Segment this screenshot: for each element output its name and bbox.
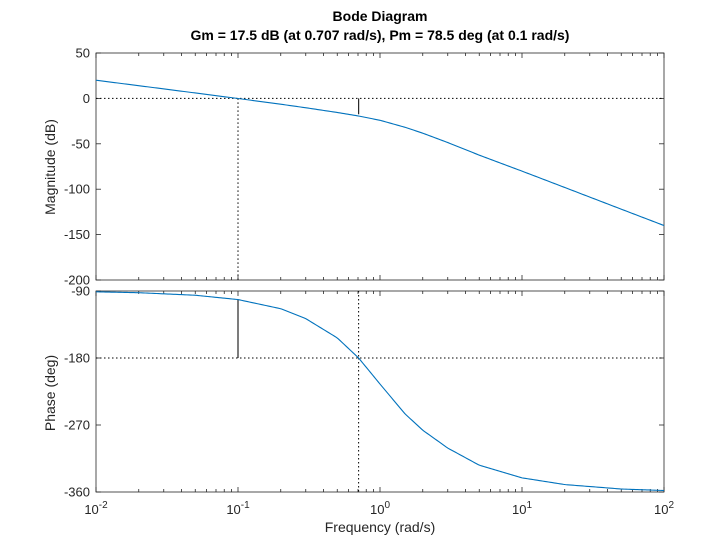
phase-y-axis-label: Phase (deg) — [42, 355, 58, 431]
x-tick-label: 100 — [370, 500, 390, 517]
magnitude-y-tick-label: -150 — [64, 227, 90, 242]
magnitude-axes-box — [95, 52, 665, 281]
magnitude-y-tick-label: 50 — [76, 46, 90, 61]
x-tick-label-exponent: -1 — [241, 500, 250, 511]
x-tick-label-base: 10 — [226, 502, 240, 517]
phase-series-line — [95, 291, 665, 492]
magnitude-series-line — [95, 79, 665, 227]
phase-y-tick-label: -270 — [64, 418, 90, 433]
phase-y-tick-label: -360 — [64, 485, 90, 500]
x-tick-label-exponent: 1 — [526, 500, 532, 511]
x-tick-label: 10-2 — [84, 500, 108, 517]
x-tick-label: 10-1 — [226, 500, 250, 517]
chart-title: Bode Diagram — [333, 8, 428, 24]
x-tick-label-exponent: -2 — [99, 500, 108, 511]
x-axis-label: Frequency (rad/s) — [325, 519, 435, 535]
phase-y-tick-label: -180 — [64, 351, 90, 366]
phase-axes-box — [95, 290, 665, 493]
magnitude-y-tick-label: -100 — [64, 182, 90, 197]
x-tick-label-base: 10 — [84, 502, 98, 517]
x-tick-label-exponent: 2 — [668, 500, 674, 511]
magnitude-panel: 50 0 -50 -100 -150 -200 — [64, 46, 665, 288]
x-tick-label: 102 — [654, 500, 674, 517]
magnitude-y-tick-label: -50 — [71, 136, 90, 151]
magnitude-y-tick-label: -200 — [64, 273, 90, 288]
x-tick-label-base: 10 — [512, 502, 526, 517]
x-tick-label-base: 10 — [654, 502, 668, 517]
x-tick-label: 101 — [512, 500, 532, 517]
magnitude-y-axis-label: Magnitude (dB) — [42, 119, 58, 215]
phase-panel: -90 -180 -270 -360 — [64, 284, 665, 500]
magnitude-y-tick-label: 0 — [83, 91, 90, 106]
chart-subtitle: Gm = 17.5 dB (at 0.707 rad/s), Pm = 78.5… — [191, 27, 570, 43]
x-tick-label-base: 10 — [370, 502, 384, 517]
x-axis-ticks: 10-2 10-1 100 101 102 — [84, 500, 674, 517]
phase-y-tick-label: -90 — [71, 284, 90, 299]
x-tick-label-exponent: 0 — [384, 500, 390, 511]
